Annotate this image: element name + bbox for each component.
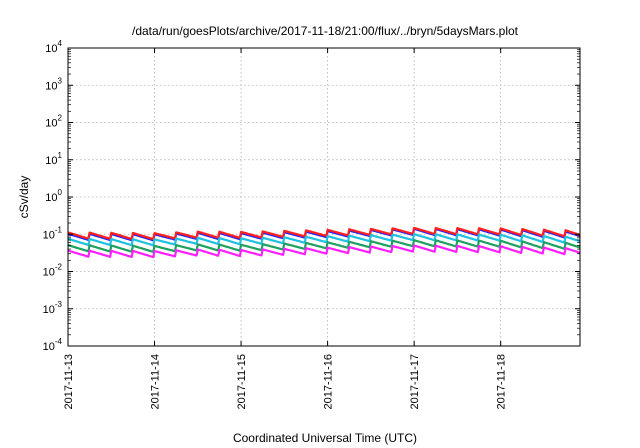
x-tick-label: 2017-11-14	[150, 354, 162, 409]
y-tick-label: 10-2	[43, 263, 63, 279]
y-tick-exponent: 0	[58, 188, 63, 197]
x-tick-label: 2017-11-17	[409, 354, 421, 409]
y-axis-label: cSv/day	[17, 176, 31, 219]
grid-layer	[68, 48, 580, 346]
x-tick-label: 2017-11-15	[236, 354, 248, 409]
x-tick-label: 2017-11-18	[496, 354, 508, 409]
chart-title: /data/run/goesPlots/archive/2017-11-18/2…	[132, 24, 519, 38]
y-tick-label: 101	[45, 151, 62, 167]
x-tick-label: 2017-11-13	[63, 354, 75, 409]
series-line	[67, 233, 581, 247]
x-tick-label: 2017-11-16	[323, 354, 335, 409]
y-tick-exponent: -3	[55, 300, 63, 309]
y-tick-exponent: -4	[55, 337, 63, 346]
y-tick-label: 103	[45, 76, 62, 92]
series-line	[67, 244, 581, 259]
y-tick-exponent: 3	[58, 76, 63, 85]
series-layer	[67, 226, 581, 259]
y-tick-exponent: 4	[58, 39, 63, 48]
y-tick-exponent: -2	[55, 263, 63, 272]
y-tick-label: 10-1	[43, 225, 63, 241]
x-axis: 2017-11-13 2017-11-14 2017-11-15 2017-11-16…	[63, 48, 508, 409]
y-tick-label: 100	[45, 188, 62, 204]
series-line	[67, 226, 581, 241]
y-tick-label: 104	[45, 39, 62, 55]
y-tick-exponent: 1	[58, 151, 63, 160]
x-axis-label: Coordinated Universal Time (UTC)	[233, 431, 417, 445]
y-tick-exponent: -1	[55, 225, 63, 234]
y-tick-label: 102	[45, 114, 62, 130]
y-tick-label: 10-4	[43, 337, 63, 353]
y-tick-label: 10-3	[43, 300, 63, 316]
y-tick-exponent: 2	[58, 114, 63, 123]
